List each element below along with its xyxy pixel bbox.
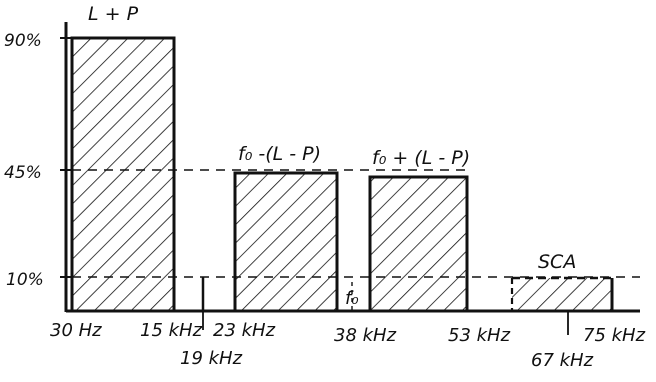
y-label-10: 10%: [6, 270, 44, 290]
y-label-45: 45%: [4, 163, 42, 183]
x-label-19khz: 19 kHz: [180, 348, 243, 369]
bar-sca-fill: [512, 278, 612, 311]
bar-f0-plus: [370, 177, 467, 311]
x-label-75khz: 75 kHz: [583, 325, 646, 346]
bar-label-f0-minus: f₀ -(L - P): [238, 143, 321, 165]
bar-l-plus-p: [72, 38, 174, 311]
bar-label-sca: SCA: [538, 251, 576, 273]
carrier-label: f₀: [345, 288, 359, 309]
bar-f0-minus: [235, 173, 337, 311]
y-label-90: 90%: [4, 31, 42, 51]
x-label-23khz: 23 kHz: [213, 320, 276, 341]
bar-label-l-plus-p: L + P: [88, 3, 139, 25]
x-label-53khz: 53 kHz: [448, 325, 511, 346]
x-label-30hz: 30 Hz: [50, 320, 102, 341]
bar-label-f0-plus: f₀ + (L - P): [372, 147, 470, 169]
x-label-67khz: 67 kHz: [531, 350, 594, 371]
x-label-15khz: 15 kHz: [140, 320, 203, 341]
x-label-38khz: 38 kHz: [334, 325, 397, 346]
